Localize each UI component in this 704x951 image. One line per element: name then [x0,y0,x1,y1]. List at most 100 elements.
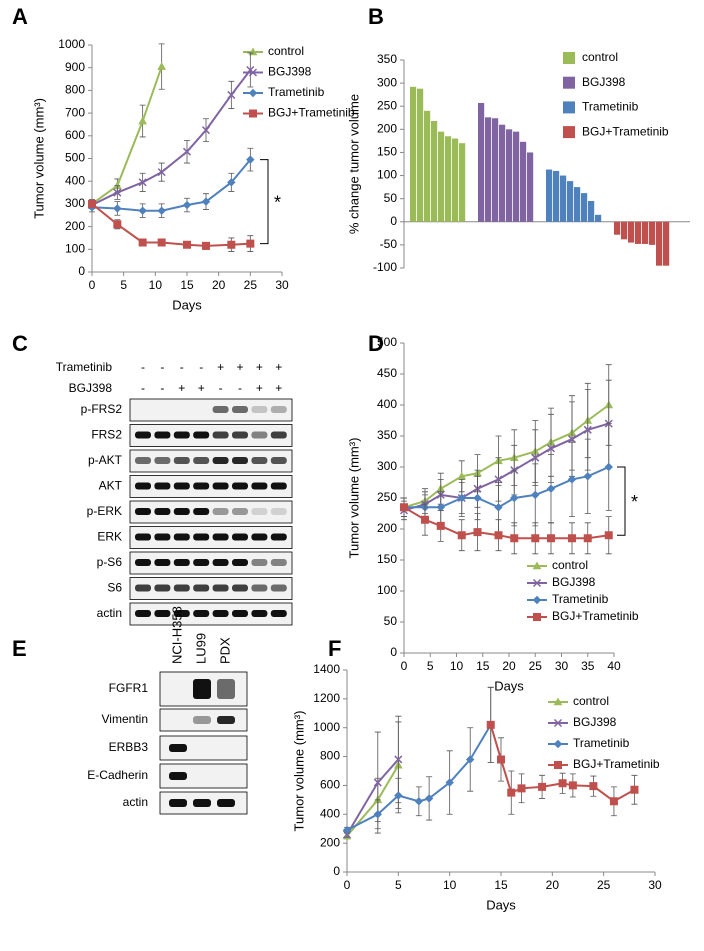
marker [473,528,482,537]
y-tick-label: 900 [65,60,85,74]
marker [609,797,618,806]
marker [547,534,555,543]
blot-band [193,457,210,464]
marker [157,206,166,215]
panel-letter: A [12,4,28,29]
bar [621,221,628,240]
y-tick-label: 1400 [313,662,340,676]
bar [417,88,424,222]
y-tick-label: 250 [377,98,397,112]
marker [494,531,503,540]
marker [494,475,503,484]
bar [642,221,649,244]
x-tick-label: 15 [180,278,194,292]
x-tick-label: 30 [648,878,662,892]
bracket [617,466,626,536]
marker [414,797,424,806]
blot-frame [129,398,293,422]
legend-label: BGJ398 [582,75,626,89]
x-tick-label: 10 [450,659,464,673]
y-tick-label: 200 [377,122,397,136]
legend-label: Trametinib [268,85,325,99]
marker [246,239,255,248]
marker [553,697,563,706]
legend-label: BGJ+Trametinib [573,757,660,771]
marker [507,788,516,797]
bar [614,221,621,235]
marker [554,761,562,769]
y-tick-label: 350 [377,52,397,66]
blot-band [217,716,235,724]
marker [182,200,192,210]
marker [457,493,466,503]
marker [567,475,577,484]
blot-band [232,584,248,592]
marker [510,493,519,503]
blot-band [169,772,187,780]
blot-band [232,457,248,464]
marker [394,755,403,764]
blot-band [270,533,287,541]
y-tick-label: 200 [377,521,397,535]
blot-band [270,584,287,592]
panel-letter: E [12,636,27,661]
marker [227,90,236,99]
x-tick-label: 5 [120,278,127,292]
panel-letter: C [12,331,28,356]
marker [583,425,592,434]
marker [531,453,540,462]
blot-band [251,508,268,515]
blot-band [173,584,190,592]
marker [436,521,445,530]
y-tick-label: 200 [65,219,85,233]
y-tick-label: 150 [377,145,397,159]
marker [113,188,122,197]
blot-row-label: FGFR1 [109,681,149,695]
legend-label: BGJ398 [268,65,312,79]
blot-band [270,482,287,490]
series-line [403,404,610,509]
blot-row-label: p-S6 [97,555,123,569]
marker [630,785,639,794]
y-tick-label: 0 [390,645,397,659]
marker [473,493,482,503]
marker [113,220,122,229]
marker [531,534,540,543]
y-axis-label: % change tumor volume [346,94,361,234]
marker [248,68,258,77]
blot-band [135,533,151,541]
x-tick-label: 10 [149,278,163,292]
blot-row-label: ERBB3 [109,740,149,754]
bar [574,187,581,222]
blot-frame [129,602,293,626]
blot-frame [129,577,293,600]
y-tick-label: 300 [377,459,397,473]
x-axis-label: Days [486,897,516,912]
bar [492,118,499,222]
treatment-mark: - [199,360,203,374]
y-tick-label: -100 [373,260,397,274]
series-line [91,66,163,205]
x-tick-label: 0 [344,878,351,892]
marker [532,561,542,570]
blot-band [212,610,229,617]
bar [410,86,417,222]
y-tick-label: 0 [390,214,397,228]
blot-band [251,406,268,413]
legend-label: BGJ+Trametinib [552,609,639,623]
marker [486,720,495,729]
blot-band [135,508,151,515]
blot-band [270,610,287,617]
y-tick-label: 1000 [58,37,85,51]
blot-band [193,584,210,592]
marker [227,240,236,249]
blot-band [270,406,287,413]
x-tick-label: 25 [244,278,258,292]
blot-band [212,508,229,515]
marker [249,109,257,118]
bar [513,131,520,222]
blot-band [173,533,190,541]
bar [588,200,595,222]
blot-band [135,610,151,617]
marker [424,794,434,803]
